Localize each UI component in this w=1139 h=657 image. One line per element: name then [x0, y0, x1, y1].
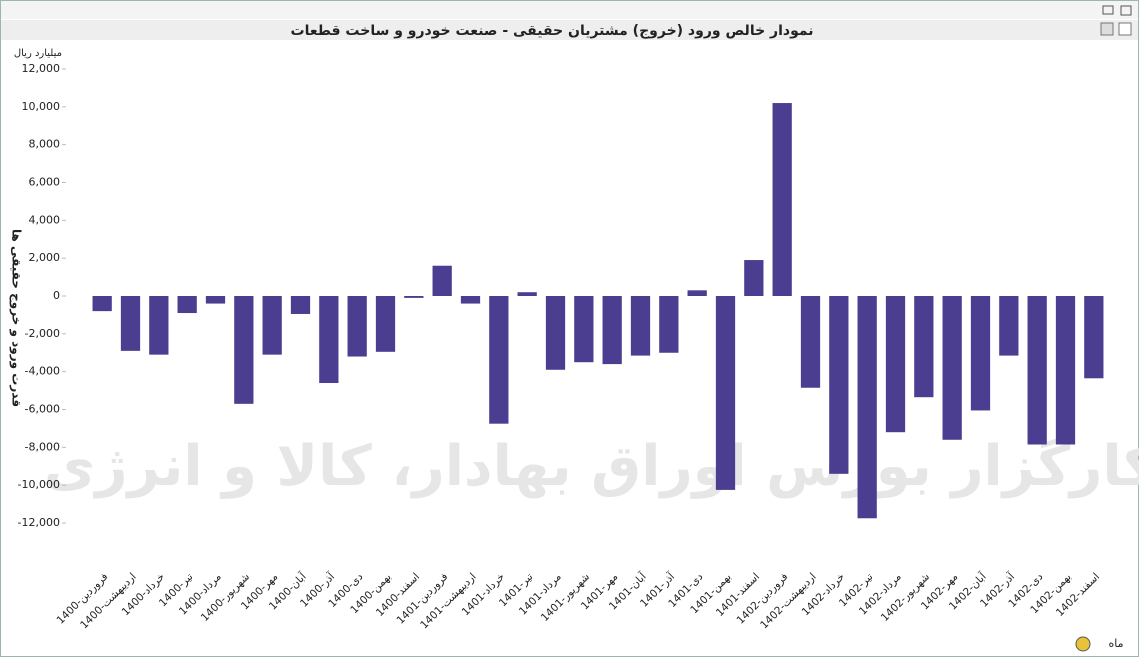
bar [545, 296, 566, 370]
bar [234, 296, 254, 404]
bar [659, 296, 679, 353]
bar [914, 296, 934, 398]
y-tick-label: -2,000 [25, 327, 60, 340]
bar [432, 265, 452, 296]
bar [885, 296, 906, 433]
bar [800, 296, 821, 388]
bar [1084, 296, 1104, 379]
bar [942, 296, 962, 440]
bar [290, 296, 311, 314]
print-icon[interactable] [1100, 22, 1114, 36]
bar [715, 296, 736, 490]
y-tick-label: -8,000 [25, 440, 60, 453]
settings-icon[interactable] [1075, 636, 1091, 652]
y-tick-label: 6,000 [29, 176, 61, 189]
chart-header [1, 20, 1138, 40]
bar [829, 296, 849, 474]
y-tick-label: 0 [53, 289, 60, 302]
bar [489, 296, 509, 424]
bar [375, 296, 396, 352]
bar [205, 296, 226, 304]
bar [177, 296, 197, 314]
bar [1027, 296, 1047, 445]
y-tick-label: 12,000 [22, 62, 61, 75]
y-tick-label: 4,000 [29, 213, 61, 226]
y-tick-label: -12,000 [18, 516, 60, 529]
y-tick-label: 10,000 [22, 100, 61, 113]
bar [517, 292, 537, 296]
bar [744, 260, 764, 296]
watermark: کارگزار بورس اوراق بهادار، کالا و انرژی [44, 434, 1139, 499]
bar [1055, 296, 1076, 445]
bar [149, 296, 169, 355]
y-tick-label: -10,000 [18, 478, 60, 491]
bar [602, 296, 622, 365]
y-axis-label: قدرت ورود و خروج حقیقی ها [9, 229, 24, 407]
y-tick-label: -4,000 [25, 365, 60, 378]
title-bar [1, 1, 1138, 19]
bar [347, 296, 367, 357]
export-icon[interactable] [1118, 22, 1132, 36]
bar [319, 296, 339, 384]
bar [772, 103, 792, 296]
bar [687, 290, 707, 296]
chart-title: نمودار خالص ورود (خروج) مشتریان حقیقی - … [291, 23, 814, 39]
bar [970, 296, 991, 411]
y-tick-label: 2,000 [29, 251, 61, 264]
bar [857, 296, 877, 519]
unit-label: میلیارد ریال [14, 48, 62, 59]
bar [999, 296, 1019, 356]
bar [574, 296, 594, 363]
x-axis-label: ماه [1108, 637, 1123, 650]
bar [630, 296, 651, 356]
bar [262, 296, 282, 355]
bar [404, 296, 424, 298]
y-tick-label: 8,000 [29, 138, 61, 151]
bar [460, 296, 481, 304]
minimize-button[interactable] [1102, 5, 1114, 15]
y-tick-label: -6,000 [25, 403, 60, 416]
maximize-button[interactable] [1120, 5, 1132, 16]
bar [92, 296, 112, 312]
bar [120, 296, 141, 351]
